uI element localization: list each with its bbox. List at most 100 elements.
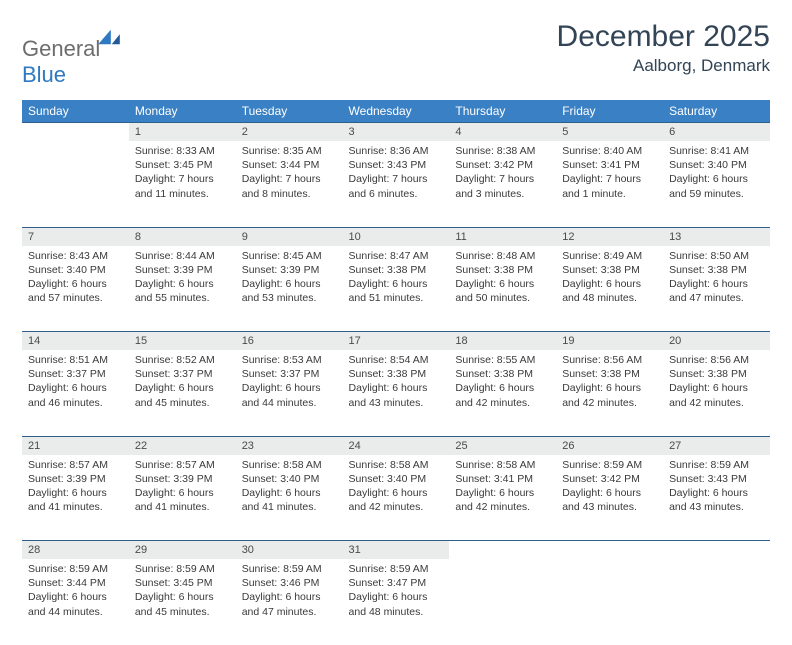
day-number: 26 — [556, 436, 663, 455]
day-cell: Sunrise: 8:59 AMSunset: 3:47 PMDaylight:… — [343, 559, 450, 645]
day2-text: and 42 minutes. — [669, 396, 764, 410]
day1-text: Daylight: 6 hours — [28, 381, 123, 395]
sunrise-text: Sunrise: 8:57 AM — [28, 458, 123, 472]
day-number: 17 — [343, 332, 450, 351]
day1-text: Daylight: 6 hours — [135, 486, 230, 500]
day-number: 2 — [236, 123, 343, 142]
sunset-text: Sunset: 3:38 PM — [349, 263, 444, 277]
day-number: 23 — [236, 436, 343, 455]
day-cell: Sunrise: 8:57 AMSunset: 3:39 PMDaylight:… — [22, 455, 129, 541]
day-cell: Sunrise: 8:59 AMSunset: 3:46 PMDaylight:… — [236, 559, 343, 645]
sunset-text: Sunset: 3:46 PM — [242, 576, 337, 590]
day2-text: and 55 minutes. — [135, 291, 230, 305]
day1-text: Daylight: 6 hours — [349, 381, 444, 395]
daynum-row: 14151617181920 — [22, 332, 770, 351]
day1-text: Daylight: 6 hours — [135, 277, 230, 291]
day-number: 27 — [663, 436, 770, 455]
logo-triangle-icon — [98, 28, 120, 46]
title-block: December 2025 Aalborg, Denmark — [557, 20, 770, 76]
detail-row: Sunrise: 8:59 AMSunset: 3:44 PMDaylight:… — [22, 559, 770, 645]
day-header: Monday — [129, 100, 236, 123]
day2-text: and 57 minutes. — [28, 291, 123, 305]
day-header: Friday — [556, 100, 663, 123]
sunset-text: Sunset: 3:45 PM — [135, 576, 230, 590]
sunset-text: Sunset: 3:38 PM — [669, 263, 764, 277]
day-number: 1 — [129, 123, 236, 142]
day1-text: Daylight: 6 hours — [28, 486, 123, 500]
day2-text: and 43 minutes. — [562, 500, 657, 514]
day2-text: and 59 minutes. — [669, 187, 764, 201]
day-number: 25 — [449, 436, 556, 455]
day2-text: and 48 minutes. — [562, 291, 657, 305]
sunset-text: Sunset: 3:38 PM — [562, 263, 657, 277]
sunrise-text: Sunrise: 8:35 AM — [242, 144, 337, 158]
day1-text: Daylight: 6 hours — [242, 590, 337, 604]
sunset-text: Sunset: 3:40 PM — [28, 263, 123, 277]
sunset-text: Sunset: 3:41 PM — [562, 158, 657, 172]
day-number: 20 — [663, 332, 770, 351]
detail-row: Sunrise: 8:43 AMSunset: 3:40 PMDaylight:… — [22, 246, 770, 332]
day-number: 14 — [22, 332, 129, 351]
day-number: 10 — [343, 227, 450, 246]
day1-text: Daylight: 6 hours — [349, 277, 444, 291]
logo: GeneralBlue — [22, 20, 120, 88]
day-cell — [22, 141, 129, 227]
day-number: 12 — [556, 227, 663, 246]
sunset-text: Sunset: 3:41 PM — [455, 472, 550, 486]
sunrise-text: Sunrise: 8:48 AM — [455, 249, 550, 263]
day1-text: Daylight: 6 hours — [242, 277, 337, 291]
day-number: 28 — [22, 541, 129, 560]
day2-text: and 1 minute. — [562, 187, 657, 201]
day-number — [556, 541, 663, 560]
day1-text: Daylight: 6 hours — [28, 277, 123, 291]
sunset-text: Sunset: 3:39 PM — [242, 263, 337, 277]
day2-text: and 53 minutes. — [242, 291, 337, 305]
day-number: 21 — [22, 436, 129, 455]
day-number: 11 — [449, 227, 556, 246]
day1-text: Daylight: 6 hours — [562, 486, 657, 500]
sunrise-text: Sunrise: 8:49 AM — [562, 249, 657, 263]
day2-text: and 8 minutes. — [242, 187, 337, 201]
day-number: 8 — [129, 227, 236, 246]
day-cell: Sunrise: 8:56 AMSunset: 3:38 PMDaylight:… — [663, 350, 770, 436]
day-cell: Sunrise: 8:59 AMSunset: 3:42 PMDaylight:… — [556, 455, 663, 541]
day2-text: and 46 minutes. — [28, 396, 123, 410]
calendar-table: Sunday Monday Tuesday Wednesday Thursday… — [22, 100, 770, 645]
day-header: Thursday — [449, 100, 556, 123]
day2-text: and 41 minutes. — [242, 500, 337, 514]
logo-text: GeneralBlue — [22, 28, 120, 88]
day-cell: Sunrise: 8:38 AMSunset: 3:42 PMDaylight:… — [449, 141, 556, 227]
day-number: 30 — [236, 541, 343, 560]
sunset-text: Sunset: 3:39 PM — [135, 472, 230, 486]
day2-text: and 42 minutes. — [455, 500, 550, 514]
day-cell: Sunrise: 8:58 AMSunset: 3:40 PMDaylight:… — [236, 455, 343, 541]
sunrise-text: Sunrise: 8:38 AM — [455, 144, 550, 158]
header: GeneralBlue December 2025 Aalborg, Denma… — [22, 20, 770, 88]
day1-text: Daylight: 6 hours — [349, 590, 444, 604]
day2-text: and 41 minutes. — [28, 500, 123, 514]
daynum-row: 123456 — [22, 123, 770, 142]
day-cell: Sunrise: 8:51 AMSunset: 3:37 PMDaylight:… — [22, 350, 129, 436]
day-cell: Sunrise: 8:35 AMSunset: 3:44 PMDaylight:… — [236, 141, 343, 227]
day-number — [449, 541, 556, 560]
day-header: Tuesday — [236, 100, 343, 123]
day-number: 9 — [236, 227, 343, 246]
day-cell: Sunrise: 8:41 AMSunset: 3:40 PMDaylight:… — [663, 141, 770, 227]
day-number: 18 — [449, 332, 556, 351]
day-cell: Sunrise: 8:44 AMSunset: 3:39 PMDaylight:… — [129, 246, 236, 332]
sunrise-text: Sunrise: 8:57 AM — [135, 458, 230, 472]
daynum-row: 78910111213 — [22, 227, 770, 246]
location: Aalborg, Denmark — [557, 56, 770, 76]
page-title: December 2025 — [557, 20, 770, 54]
day-number: 7 — [22, 227, 129, 246]
day2-text: and 41 minutes. — [135, 500, 230, 514]
day2-text: and 50 minutes. — [455, 291, 550, 305]
day-cell: Sunrise: 8:36 AMSunset: 3:43 PMDaylight:… — [343, 141, 450, 227]
day-header: Saturday — [663, 100, 770, 123]
sunrise-text: Sunrise: 8:59 AM — [349, 562, 444, 576]
sunrise-text: Sunrise: 8:52 AM — [135, 353, 230, 367]
sunrise-text: Sunrise: 8:58 AM — [242, 458, 337, 472]
detail-row: Sunrise: 8:51 AMSunset: 3:37 PMDaylight:… — [22, 350, 770, 436]
sunset-text: Sunset: 3:40 PM — [349, 472, 444, 486]
sunset-text: Sunset: 3:39 PM — [28, 472, 123, 486]
